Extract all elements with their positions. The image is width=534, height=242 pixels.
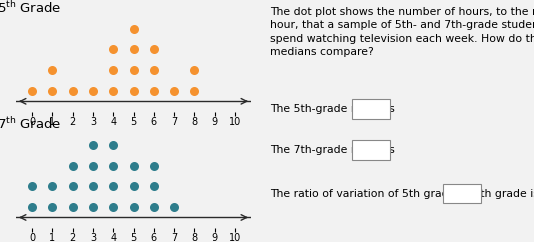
Text: 5$^{\mathregular{th}}$ Grade: 5$^{\mathregular{th}}$ Grade	[0, 0, 61, 16]
Text: ∨: ∨	[471, 189, 478, 199]
Text: 7$^{\mathregular{th}}$ Grade: 7$^{\mathregular{th}}$ Grade	[0, 116, 61, 132]
Text: The dot plot shows the number of hours, to the nearest
hour, that a sample of 5t: The dot plot shows the number of hours, …	[270, 7, 534, 57]
Text: ∨: ∨	[380, 104, 387, 114]
X-axis label: Hours: Hours	[117, 130, 150, 140]
Bar	[352, 140, 390, 160]
Bar	[443, 184, 481, 203]
Text: The 5th-grade range is: The 5th-grade range is	[270, 104, 398, 114]
Text: The 7th-grade range is: The 7th-grade range is	[270, 145, 398, 155]
Bar	[352, 99, 390, 119]
Text: ∨: ∨	[380, 145, 387, 155]
Text: The ratio of variation of 5th grade to 7th grade is: The ratio of variation of 5th grade to 7…	[270, 189, 534, 199]
